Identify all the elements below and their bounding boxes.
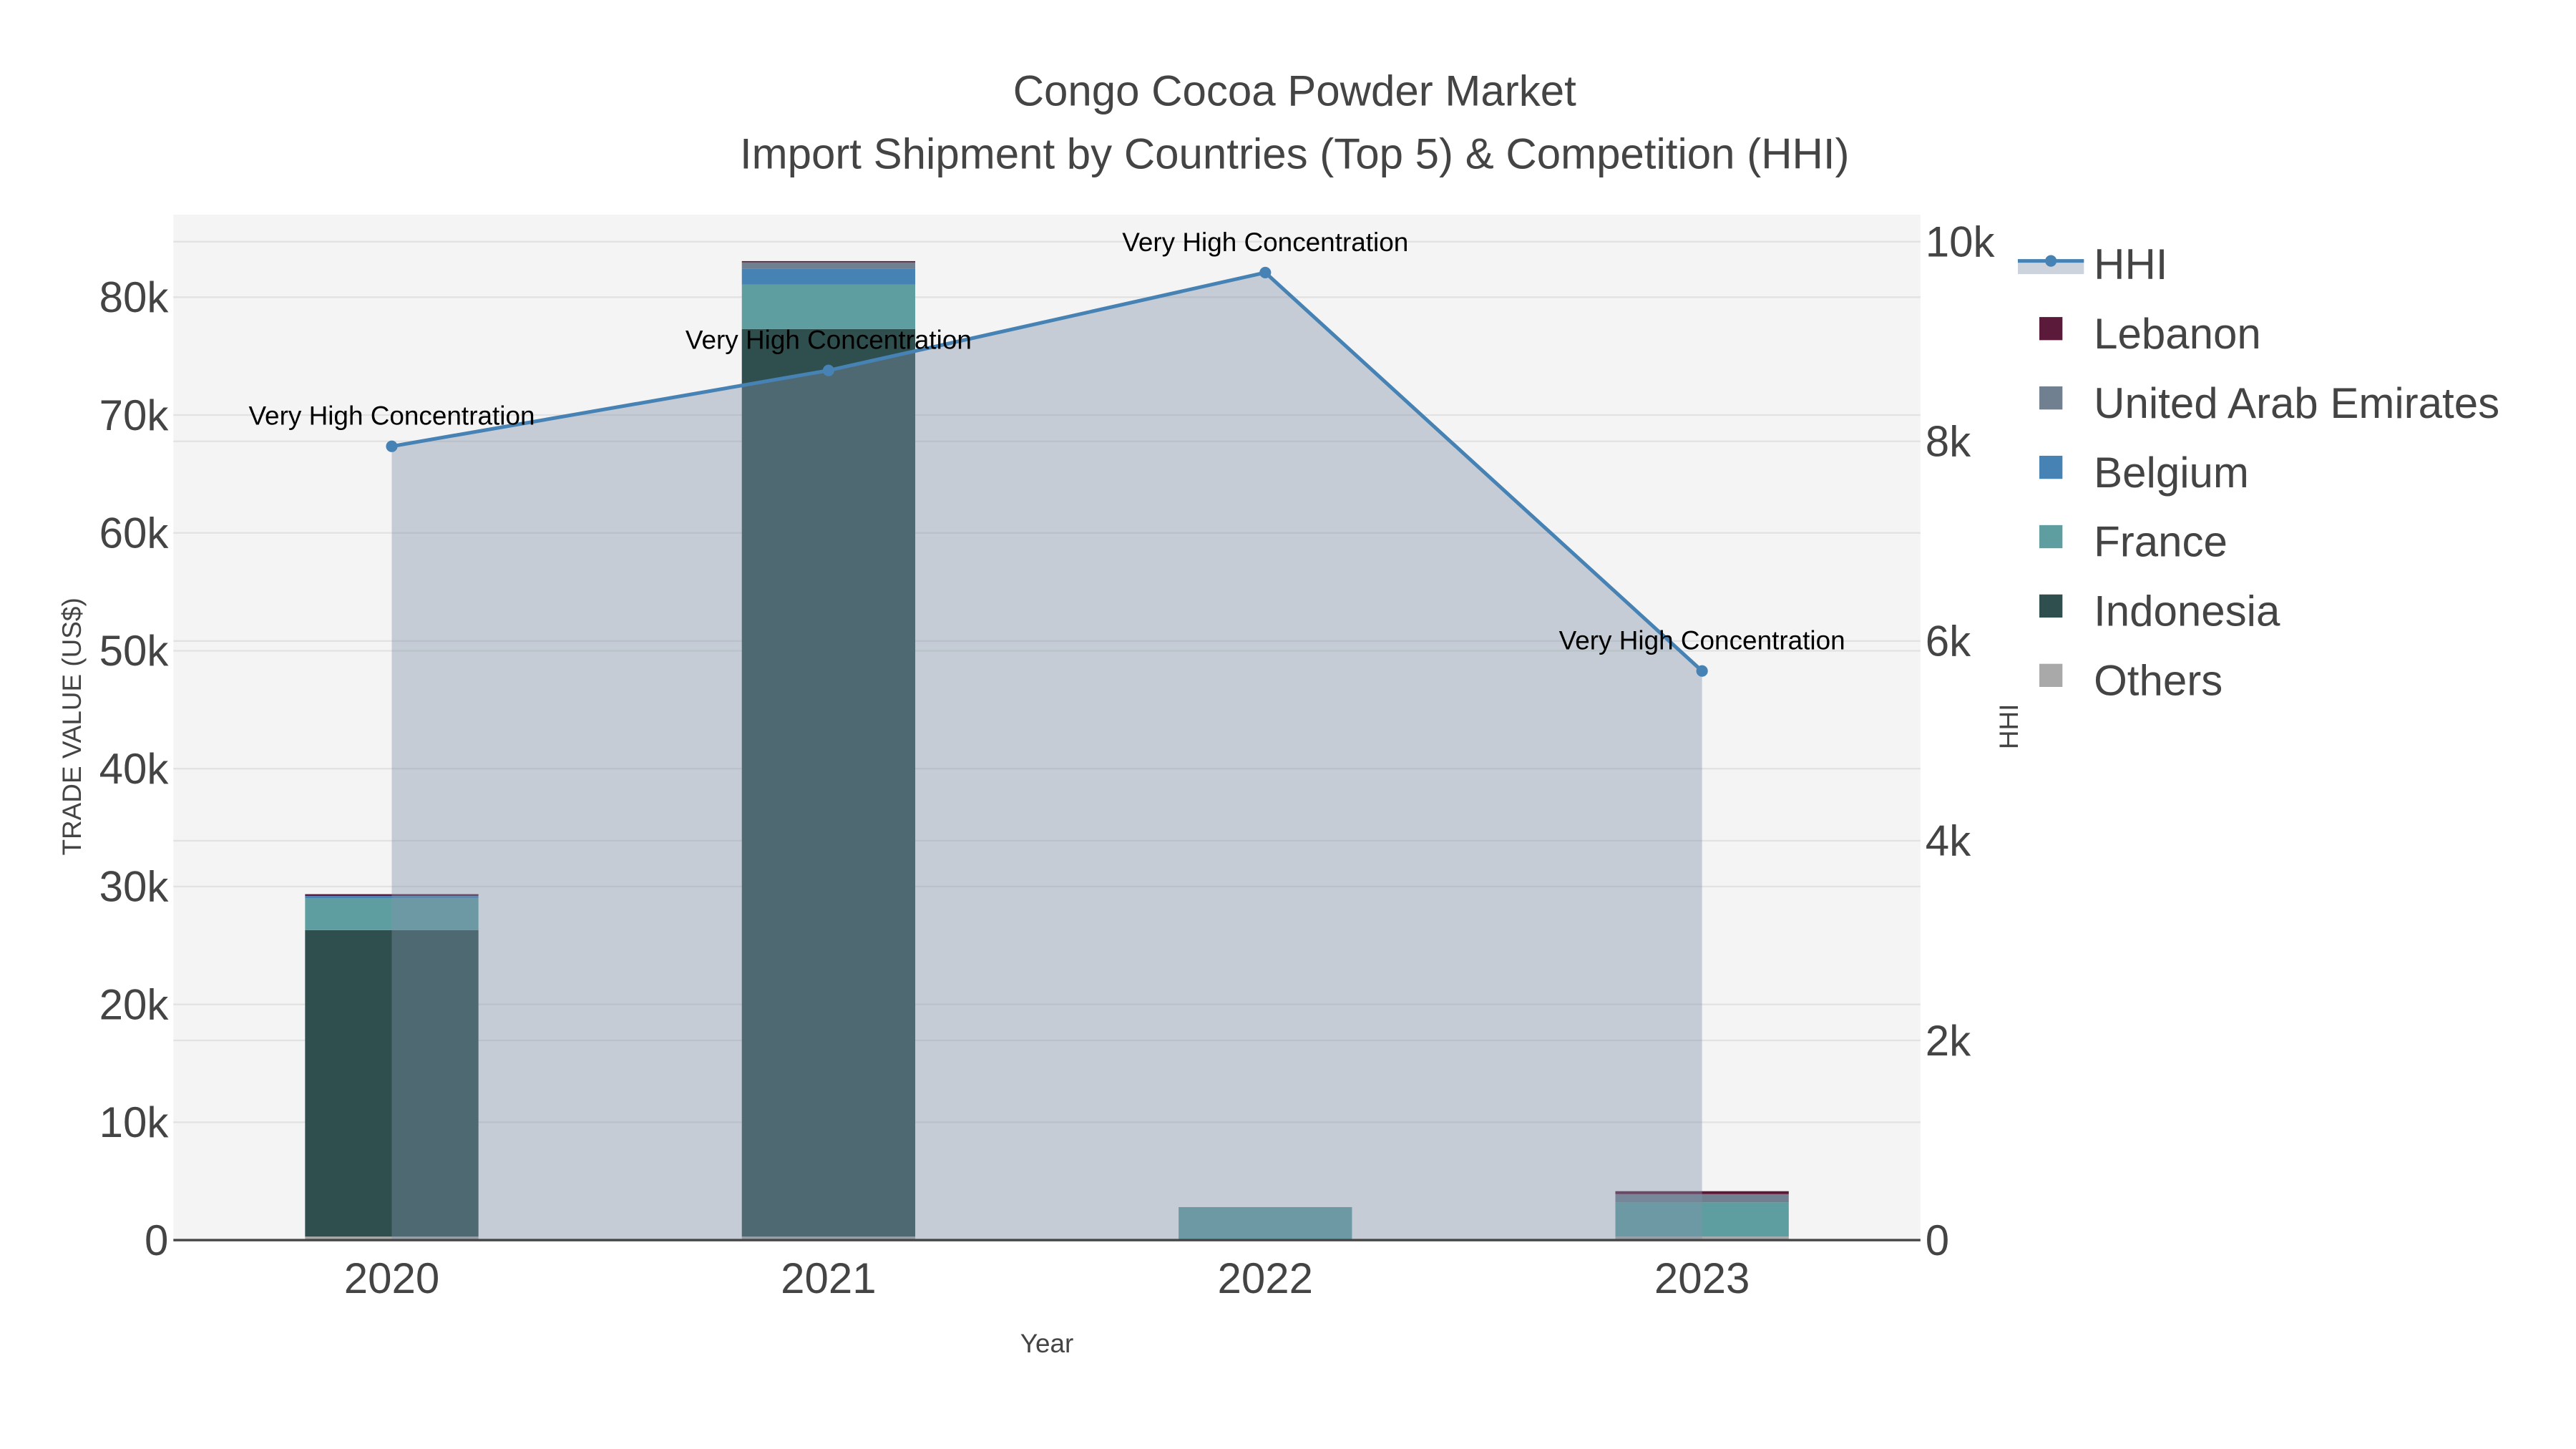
y2-tick-label: 6k (1926, 618, 1971, 665)
legend-swatch-indonesia (2039, 594, 2063, 618)
hhi-line (391, 270, 1704, 673)
y-tick-label: 30k (99, 863, 170, 911)
legend: HHI Lebanon United Arab Emirates Belgium Fra… (2017, 240, 2499, 705)
bars (305, 260, 1789, 1241)
bar-lebanon-2020 (305, 894, 479, 897)
x-tick-label: 2023 (1654, 1254, 1750, 1302)
bar-united-arab-emirates-2021 (741, 262, 916, 269)
legend-label: HHI (2094, 240, 2167, 288)
y-axis-ticks: 0 10k 20k 30k 40k 50k 60k 70k 80k (99, 273, 170, 1264)
hhi-point-2023 (1696, 665, 1708, 677)
legend-swatch-united-arab-emirates (2039, 386, 2063, 410)
y2-tick-label: 10k (1926, 218, 1996, 265)
legend-label: Lebanon (2094, 310, 2261, 358)
y2-tick-label: 2k (1926, 1017, 1971, 1065)
y-axis-title: TRADE VALUE (US$) (57, 597, 87, 855)
y2-tick-label: 0 (1926, 1216, 1949, 1264)
y-tick-label: 80k (99, 273, 170, 321)
y-tick-label: 70k (99, 391, 170, 439)
legend-swatch-france (2039, 525, 2063, 549)
chart-subtitle: Import Shipment by Countries (Top 5) & C… (740, 130, 1850, 177)
y2-axis-title: HHI (1994, 704, 2024, 750)
legend-label: Belgium (2094, 449, 2249, 497)
bar-lebanon-2023 (1615, 1191, 1789, 1194)
y2-tick-label: 4k (1926, 817, 1971, 865)
bar-united-arab-emirates-2023 (1615, 1194, 1789, 1203)
x-tick-label: 2020 (344, 1254, 439, 1302)
x-tick-label: 2022 (1218, 1254, 1313, 1302)
bar-belgium-2020 (305, 896, 479, 899)
bar-france-2023 (1615, 1202, 1789, 1237)
hhi-point-2022 (1259, 266, 1272, 279)
legend-label: Others (2094, 657, 2223, 705)
x-axis-ticks: 2020 2021 2022 2023 (344, 1254, 1750, 1302)
y-tick-label: 0 (145, 1216, 168, 1264)
hhi-annotation: Very High Concentration (1559, 626, 1845, 655)
legend-hhi-marker (2045, 255, 2057, 267)
legend-label: Indonesia (2094, 587, 2280, 635)
y2-axis-ticks: 0 2k 4k 6k 8k 10k (1926, 218, 1996, 1264)
legend-swatch-lebanon (2039, 317, 2063, 341)
bar-france-2020 (305, 898, 479, 930)
x-tick-label: 2021 (781, 1254, 876, 1302)
bar-france-2022 (1179, 1206, 1352, 1241)
hhi-annotation: Very High Concentration (248, 401, 535, 431)
bar-indonesia-2021 (741, 328, 916, 1237)
chart-title: Congo Cocoa Powder Market (1013, 67, 1576, 115)
legend-label: France (2094, 518, 2228, 566)
bar-france-2021 (741, 284, 916, 329)
y-tick-label: 60k (99, 509, 170, 557)
hhi-annotation: Very High Concentration (686, 326, 972, 355)
gridlines (173, 240, 1921, 1123)
bar-others-2020 (305, 1236, 479, 1241)
y2-tick-label: 8k (1926, 418, 1971, 466)
hhi-point-2020 (386, 440, 398, 452)
hhi-annotation: Very High Concentration (1122, 228, 1408, 257)
y-tick-label: 20k (99, 980, 170, 1028)
hhi-layer: Very High Concentration Very High Concent… (248, 228, 1845, 1241)
hhi-point-2021 (822, 364, 834, 376)
bar-lebanon-2021 (741, 260, 916, 263)
y-tick-label: 10k (99, 1098, 170, 1146)
bar-others-2023 (1615, 1236, 1789, 1241)
legend-swatch-others (2039, 663, 2063, 687)
bar-indonesia-2020 (305, 930, 479, 1237)
x-axis-title: Year (1020, 1329, 1074, 1358)
legend-label: United Arab Emirates (2094, 379, 2499, 427)
bar-belgium-2021 (741, 268, 916, 285)
y-tick-label: 40k (99, 745, 170, 793)
bar-others-2021 (741, 1236, 916, 1241)
y-tick-label: 50k (99, 627, 170, 675)
legend-swatch-belgium (2039, 455, 2063, 479)
hhi-area (391, 272, 1702, 1241)
